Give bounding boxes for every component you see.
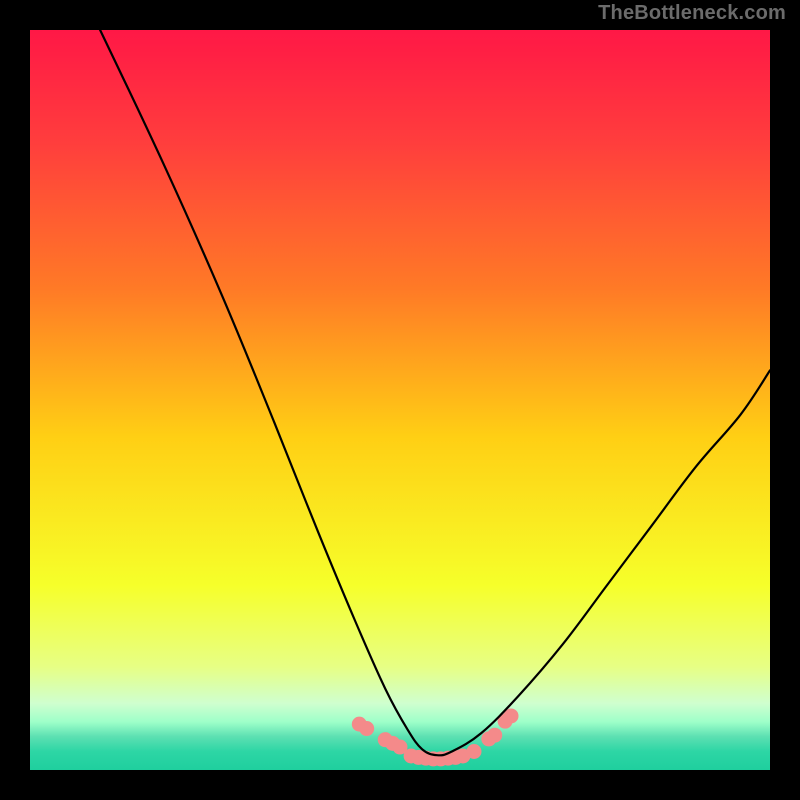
watermark-label: TheBottleneck.com — [598, 2, 786, 25]
gradient-background — [30, 30, 770, 770]
chart-canvas: TheBottleneck.com — [0, 0, 800, 800]
target-marker — [487, 728, 502, 743]
target-marker — [467, 744, 482, 759]
target-marker — [359, 721, 374, 736]
bottleneck-chart — [30, 30, 770, 770]
